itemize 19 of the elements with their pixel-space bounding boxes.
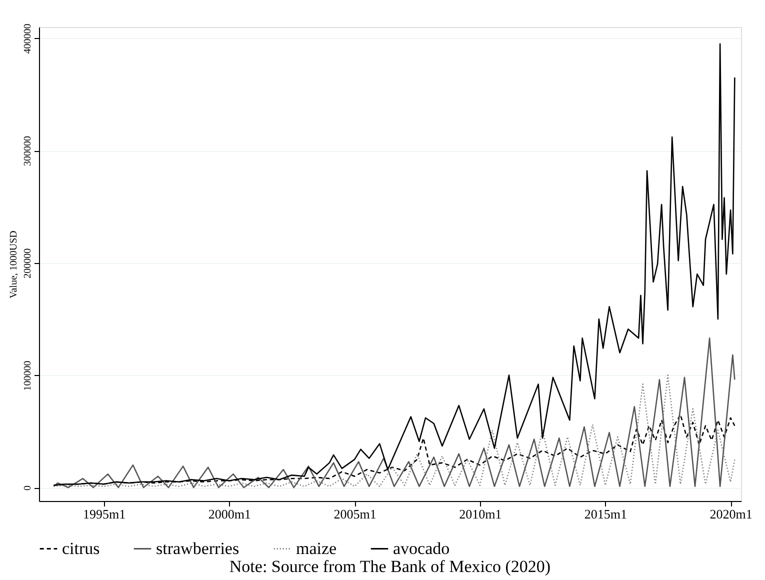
y-tick-label: 100000 — [22, 360, 34, 391]
y-tick-label: 400000 — [22, 24, 34, 54]
y-tick-label: 200000 — [22, 248, 34, 278]
legend-label: maize — [296, 538, 337, 558]
x-tick-label: 2010m1 — [459, 506, 502, 522]
legend-label: citrus — [62, 538, 100, 558]
text: Note: Source from The Bank of Mexico (2020) — [229, 557, 551, 576]
line-series — [53, 374, 736, 488]
legend-label: strawberries — [156, 538, 240, 558]
y-tick-label: 0 — [22, 486, 34, 491]
x-tick-label: 2015m1 — [584, 506, 628, 522]
line-series — [53, 337, 736, 488]
y-axis-title: Value, 1000USD — [8, 230, 20, 298]
legend-label: avocado — [393, 538, 450, 558]
x-tick-label: 1995m1 — [82, 506, 126, 522]
y-tick-label: 300000 — [22, 136, 34, 166]
x-tick-label: 2005m1 — [334, 506, 376, 522]
x-tick-label: 2000m1 — [208, 506, 251, 522]
x-tick-label: 2020m1 — [710, 506, 752, 522]
